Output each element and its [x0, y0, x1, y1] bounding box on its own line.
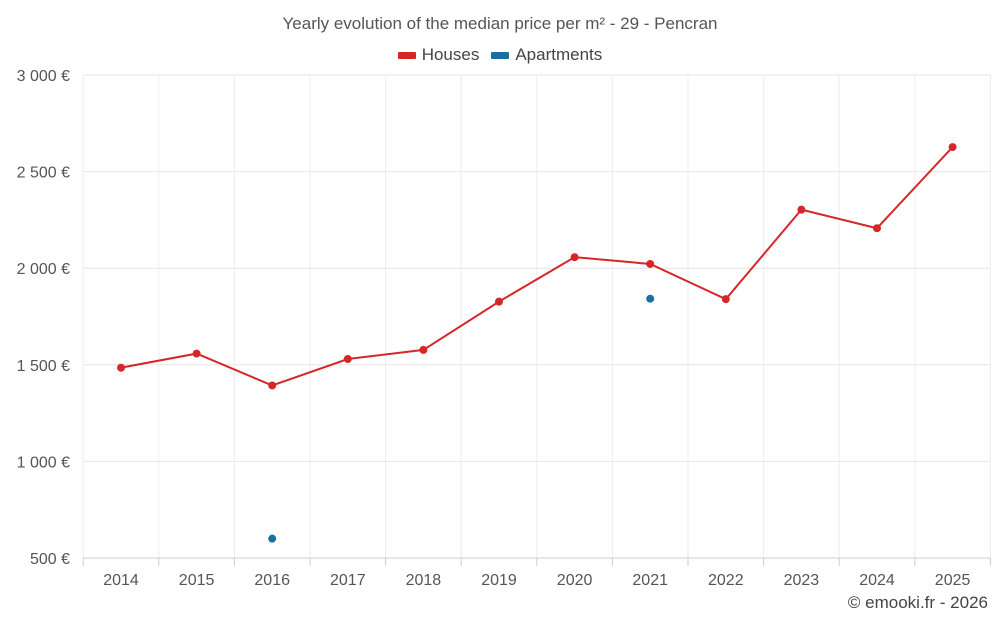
x-tick-label: 2022	[708, 572, 744, 589]
data-point-houses[interactable]	[797, 205, 806, 214]
y-tick-label: 3 000 €	[17, 68, 70, 85]
x-tick-label: 2019	[481, 572, 517, 589]
x-tick-label: 2021	[632, 572, 668, 589]
data-point-houses[interactable]	[343, 355, 352, 364]
y-tick-label: 1 500 €	[17, 358, 70, 375]
legend-swatch-apartments	[491, 51, 510, 59]
x-tick-label: 2024	[859, 572, 895, 589]
data-point-houses[interactable]	[570, 253, 579, 262]
legend-swatch-houses	[397, 51, 416, 59]
x-tick-label: 2018	[406, 572, 442, 589]
data-point-apartments[interactable]	[646, 294, 655, 303]
data-point-houses[interactable]	[268, 381, 277, 390]
legend-item-houses[interactable]: Houses	[397, 45, 480, 65]
data-point-houses[interactable]	[948, 143, 957, 152]
x-tick-label: 2014	[103, 572, 139, 589]
x-tick-label: 2020	[557, 572, 593, 589]
series-line-houses	[120, 146, 954, 387]
data-point-houses[interactable]	[646, 259, 655, 268]
y-tick-label: 2 000 €	[17, 261, 70, 278]
credit-text: © emooki.fr - 2026	[847, 593, 988, 612]
x-tick-label: 2017	[330, 572, 366, 589]
y-tick-label: 1 000 €	[17, 454, 70, 471]
data-point-houses[interactable]	[419, 345, 428, 354]
data-point-houses[interactable]	[117, 363, 125, 372]
legend-label-apartments: Apartments	[515, 45, 603, 64]
data-point-houses[interactable]	[495, 297, 503, 306]
chart-title: Yearly evolution of the median price per…	[282, 14, 718, 33]
data-point-houses[interactable]	[192, 349, 201, 358]
data-point-houses[interactable]	[873, 224, 881, 233]
data-point-apartments[interactable]	[268, 534, 277, 543]
x-tick-label: 2023	[784, 572, 820, 589]
legend: Houses Apartments	[0, 45, 1000, 65]
y-tick-label: 2 500 €	[17, 165, 70, 182]
x-tick-label: 2016	[254, 572, 290, 589]
x-tick-label: 2015	[179, 572, 215, 589]
legend-label-houses: Houses	[421, 45, 480, 64]
y-tick-label: 500 €	[30, 551, 70, 568]
legend-item-apartments[interactable]: Apartments	[491, 45, 602, 65]
x-tick-label: 2025	[935, 572, 971, 589]
data-point-houses[interactable]	[721, 295, 730, 304]
